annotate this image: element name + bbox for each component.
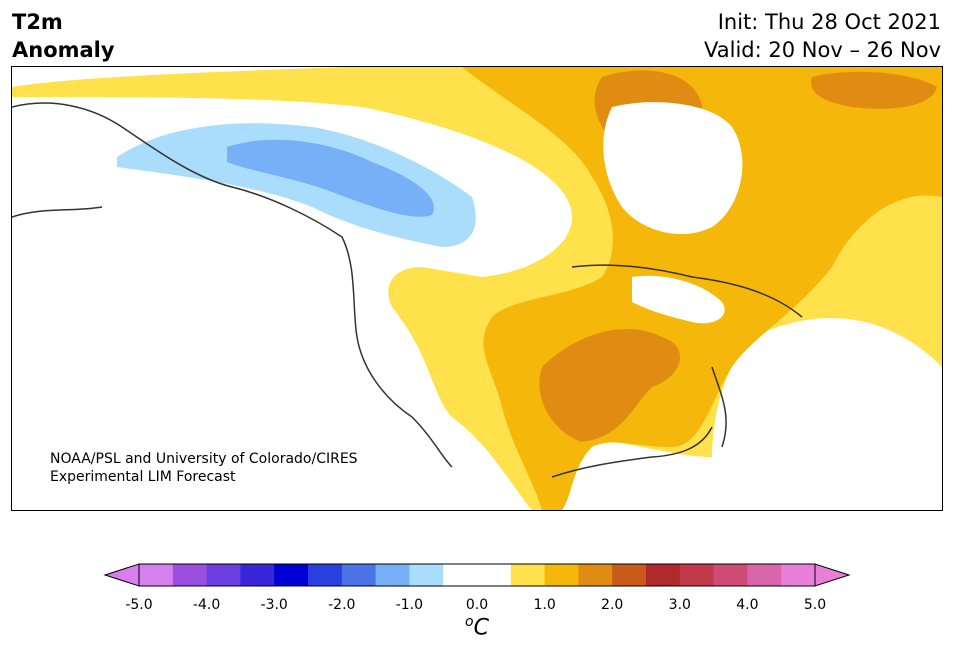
warm-anomaly-dark-south	[539, 328, 681, 442]
map-canvas	[12, 67, 942, 510]
colorbar-box	[409, 564, 444, 586]
colorbar-tick-label: -5.0	[125, 597, 153, 613]
colorbar-box	[510, 564, 546, 586]
colorbar-tick-label: -4.0	[192, 597, 221, 613]
colorbar-tick-label: 4.0	[736, 597, 759, 613]
colorbar-box	[781, 564, 816, 586]
hudson-bay	[603, 102, 743, 235]
chart-title: T2m Anomaly	[12, 8, 115, 64]
colorbar-box	[240, 564, 275, 586]
colorbar-tick-label: 5.0	[803, 597, 827, 613]
colorbar-box	[341, 564, 377, 586]
cool-anomaly-light	[117, 123, 476, 247]
colorbar-box	[443, 564, 478, 586]
colorbar-tick-label: 0.0	[465, 597, 489, 613]
credit-line-2: Experimental LIM Forecast	[50, 469, 236, 485]
title-line-1: T2m	[12, 10, 63, 34]
colorbar-tick-label: -2.0	[328, 597, 356, 613]
colorbar-tick-label: -3.0	[260, 597, 288, 613]
valid-range: Valid: 20 Nov – 26 Nov	[704, 38, 941, 62]
colorbar-tick-label: 1.0	[533, 597, 556, 613]
colorbar-box	[375, 564, 410, 586]
colorbar-tick-label: 2.0	[601, 597, 624, 613]
coastline	[12, 102, 803, 478]
colorbar-box	[679, 564, 715, 586]
colorbar-extend-min	[103, 563, 140, 587]
great-lakes	[632, 275, 725, 324]
colorbar-box	[477, 564, 512, 586]
colorbar-box	[612, 564, 647, 586]
init-date: Init: Thu 28 Oct 2021	[717, 10, 941, 34]
forecast-dates: Init: Thu 28 Oct 2021 Valid: 20 Nov – 26…	[704, 8, 941, 64]
colorbar-box	[206, 564, 241, 586]
colorbar	[103, 563, 851, 587]
colorbar-box	[747, 564, 782, 586]
colorbar-extend-max	[814, 563, 851, 587]
colorbar-tick-label: -1.0	[395, 597, 424, 613]
colorbar-tick-label: 3.0	[668, 597, 691, 613]
colorbar-unit: oC	[465, 614, 489, 640]
colorbar-box	[578, 564, 613, 586]
colorbar-boxes	[139, 564, 816, 586]
colorbar-box	[713, 564, 748, 586]
colorbar-unit-superscript: o	[465, 614, 474, 630]
colorbar-box	[139, 564, 174, 586]
colorbar-box	[544, 564, 579, 586]
colorbar-box	[274, 564, 309, 586]
warm-anomaly-dark-east	[811, 71, 937, 109]
cool-anomaly-mid	[227, 139, 434, 217]
colorbar-ticks: -5.0 -4.0 -3.0 -2.0 -1.0 0.0 1.0 2.0 3.0 4.0 5.0	[0, 597, 953, 617]
colorbar-box	[308, 564, 343, 586]
colorbar-unit-base: C	[473, 615, 489, 641]
colorbar-outline	[138, 563, 816, 587]
anomaly-map: NOAA/PSL and University of Colorado/CIRE…	[11, 66, 943, 511]
colorbar-box	[172, 564, 208, 586]
credit-line-1: NOAA/PSL and University of Colorado/CIRE…	[50, 451, 358, 467]
credit-text: NOAA/PSL and University of Colorado/CIRE…	[50, 450, 358, 486]
title-line-2: Anomaly	[12, 38, 115, 62]
colorbar-box	[646, 564, 681, 586]
